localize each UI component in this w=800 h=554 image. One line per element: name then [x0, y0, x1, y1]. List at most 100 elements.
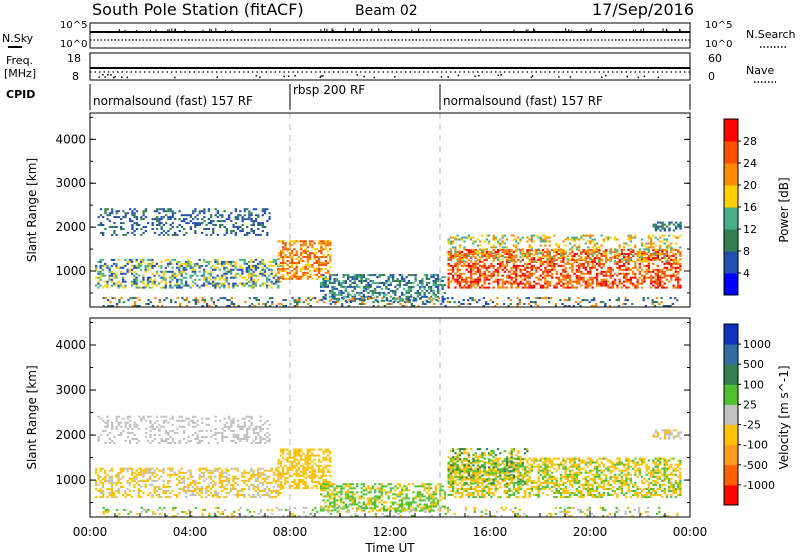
data-cell — [180, 477, 183, 480]
data-cell — [674, 253, 677, 255]
data-cell — [476, 266, 480, 269]
data-cell — [521, 272, 524, 275]
data-cell — [535, 270, 538, 273]
data-cell — [430, 274, 433, 277]
data-cell — [164, 278, 167, 281]
data-cell — [584, 256, 587, 259]
data-cell — [104, 421, 107, 424]
data-cell — [284, 248, 287, 251]
data-cell — [131, 477, 134, 480]
data-cell — [425, 278, 428, 280]
data-cell — [174, 212, 177, 215]
data-cell — [333, 503, 336, 506]
data-cell — [587, 264, 590, 267]
data-cell — [510, 260, 513, 263]
data-cell — [239, 264, 242, 267]
data-cell — [535, 266, 538, 269]
data-cell — [591, 276, 594, 279]
data-cell — [629, 238, 632, 241]
data-cell — [232, 230, 235, 232]
data-cell — [470, 280, 473, 283]
data-cell — [293, 483, 296, 485]
data-cell — [572, 305, 575, 307]
data-cell — [663, 282, 666, 285]
data-cell — [264, 433, 267, 436]
data-cell — [282, 260, 285, 262]
data-cell — [598, 264, 601, 267]
data-cell — [153, 264, 156, 267]
data-cell — [194, 210, 197, 213]
data-cell — [401, 299, 404, 302]
data-cell — [187, 222, 190, 225]
data-cell — [674, 286, 677, 289]
data-cell — [405, 295, 408, 298]
data-cell — [104, 212, 107, 215]
data-cell — [598, 272, 601, 275]
data-cell — [116, 303, 119, 305]
data-cell — [423, 291, 426, 294]
data-cell — [192, 421, 195, 424]
data-cell — [519, 251, 522, 253]
data-cell — [465, 282, 468, 285]
data-cell — [501, 250, 504, 253]
data-cell — [180, 270, 183, 273]
data-cell — [227, 270, 230, 273]
power-y-axis-label: Slant Range [km] — [25, 158, 39, 262]
data-cell — [144, 284, 147, 287]
data-cell — [331, 293, 334, 296]
data-cell — [97, 490, 100, 492]
data-cell — [162, 469, 165, 472]
data-cell — [116, 305, 119, 307]
data-cell — [200, 467, 203, 470]
data-cell — [120, 433, 123, 436]
data-cell — [623, 242, 626, 245]
data-cell — [437, 285, 440, 288]
data-cell — [142, 212, 145, 215]
data-cell — [162, 425, 165, 428]
data-cell — [530, 266, 533, 269]
data-cell — [472, 252, 475, 255]
data-cell — [322, 456, 325, 459]
data-cell — [647, 260, 650, 263]
data-cell — [134, 303, 137, 305]
data-cell — [117, 421, 121, 424]
data-cell — [101, 494, 105, 496]
data-cell — [171, 469, 174, 472]
data-cell — [591, 258, 594, 261]
data-cell — [333, 501, 336, 504]
data-cell — [252, 488, 255, 490]
data-cell — [454, 278, 457, 281]
data-cell — [144, 479, 147, 482]
data-cell — [515, 244, 518, 247]
data-cell — [230, 425, 233, 428]
data-cell — [488, 242, 491, 245]
data-cell — [652, 258, 655, 261]
data-cell — [580, 284, 583, 287]
data-cell — [483, 258, 486, 261]
data-cell — [99, 496, 102, 499]
data-cell — [564, 244, 567, 247]
data-cell — [497, 256, 500, 259]
data-cell — [277, 458, 280, 461]
data-cell — [524, 284, 527, 287]
data-cell — [591, 286, 594, 289]
data-cell — [137, 262, 141, 265]
data-cell — [174, 231, 177, 234]
data-cell — [291, 266, 294, 268]
nave-tick-top: 60 — [708, 52, 722, 65]
data-cell — [295, 252, 298, 255]
data-cell — [562, 255, 565, 257]
data-cell — [110, 481, 114, 484]
data-cell — [277, 280, 280, 283]
data-cell — [530, 305, 533, 307]
data-cell — [463, 253, 466, 255]
data-cell — [282, 275, 285, 278]
data-cell — [196, 284, 199, 287]
data-cell — [560, 253, 563, 255]
data-cell — [120, 218, 123, 221]
data-cell — [492, 255, 495, 257]
data-cell — [605, 236, 608, 239]
data-cell — [672, 260, 675, 263]
data-cell — [178, 270, 181, 273]
data-cell — [326, 509, 329, 512]
